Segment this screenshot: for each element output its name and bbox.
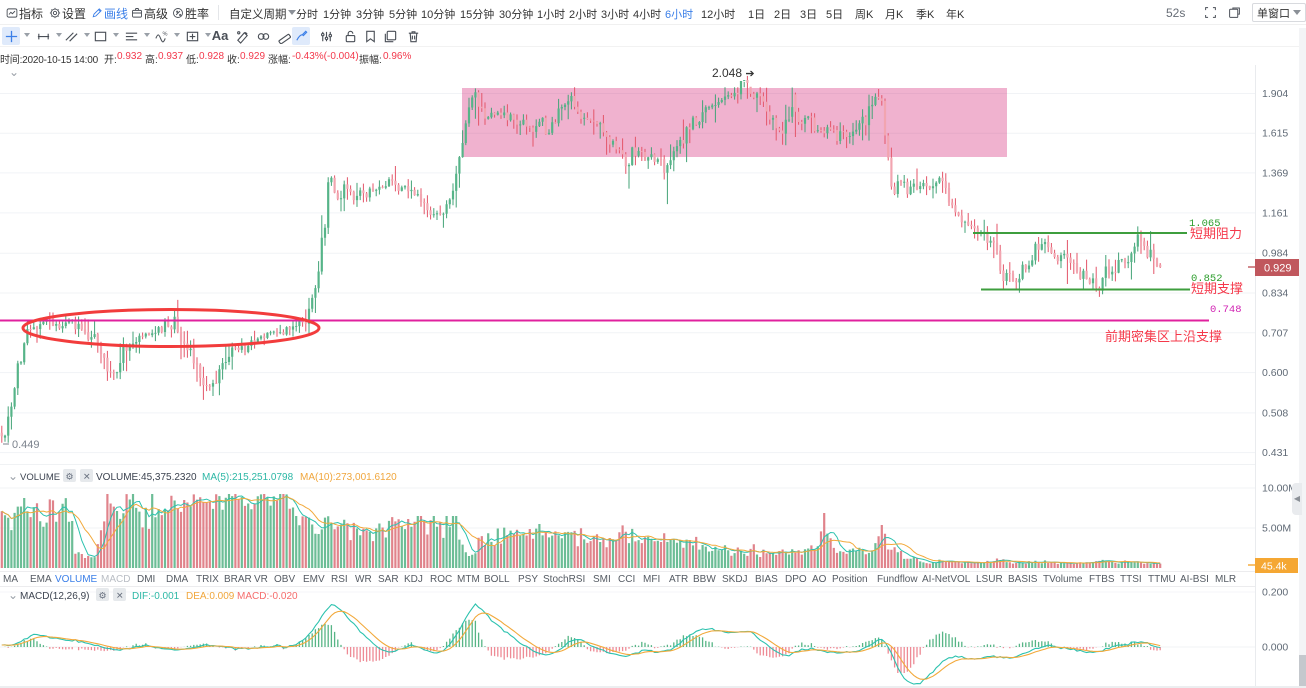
svg-text:MA(10):273,001.6120: MA(10):273,001.6120 <box>300 472 397 483</box>
svg-text:DIF:-0.001: DIF:-0.001 <box>132 591 180 602</box>
svg-text:✕: ✕ <box>83 472 91 482</box>
svg-text:短期阻力: 短期阻力 <box>1190 226 1242 241</box>
svg-text:1.904: 1.904 <box>1262 88 1288 100</box>
svg-text:✕: ✕ <box>116 591 124 601</box>
svg-text:0.984: 0.984 <box>1262 248 1288 260</box>
svg-text:MACD(12,26,9): MACD(12,26,9) <box>20 591 89 602</box>
svg-text:5.00M: 5.00M <box>1262 523 1291 535</box>
svg-text:0.449: 0.449 <box>12 439 40 451</box>
svg-text:0.707: 0.707 <box>1262 327 1288 339</box>
svg-text:⚙: ⚙ <box>99 591 107 601</box>
svg-text:⚙: ⚙ <box>66 472 74 482</box>
svg-text:VOLUME: VOLUME <box>20 472 60 483</box>
svg-text:0.431: 0.431 <box>1262 447 1288 459</box>
svg-text:短期支撑: 短期支撑 <box>1191 281 1243 296</box>
svg-text:0.508: 0.508 <box>1262 407 1288 419</box>
svg-text:1.065: 1.065 <box>1189 218 1221 230</box>
svg-text:1.615: 1.615 <box>1262 128 1288 140</box>
svg-text:0.200: 0.200 <box>1262 587 1288 599</box>
svg-text:MA(5):215,251.0798: MA(5):215,251.0798 <box>202 472 294 483</box>
svg-text:0.834: 0.834 <box>1262 288 1288 300</box>
svg-text:1.161: 1.161 <box>1262 207 1288 219</box>
svg-text:10.00M: 10.00M <box>1262 483 1297 495</box>
svg-text:0.600: 0.600 <box>1262 367 1288 379</box>
svg-text:⌄: ⌄ <box>8 588 18 602</box>
svg-text:45.4k: 45.4k <box>1261 561 1287 573</box>
svg-text:2.048 ➔: 2.048 ➔ <box>712 66 755 80</box>
svg-text:0.000: 0.000 <box>1262 642 1288 654</box>
svg-text:⌄: ⌄ <box>8 469 18 483</box>
svg-text:1.369: 1.369 <box>1262 167 1288 179</box>
svg-text:DEA:0.009: DEA:0.009 <box>186 591 235 602</box>
svg-text:⌄: ⌄ <box>9 65 19 79</box>
svg-text:前期密集区上沿支撑: 前期密集区上沿支撑 <box>1105 329 1222 344</box>
svg-text:MACD:-0.020: MACD:-0.020 <box>237 591 298 602</box>
svg-text:%: % <box>162 31 167 37</box>
svg-text:0.852: 0.852 <box>1191 273 1223 285</box>
svg-text:VOLUME:45,375.2320: VOLUME:45,375.2320 <box>96 472 197 483</box>
svg-text:0.929: 0.929 <box>1264 263 1292 275</box>
svg-text:0.748: 0.748 <box>1210 304 1242 316</box>
